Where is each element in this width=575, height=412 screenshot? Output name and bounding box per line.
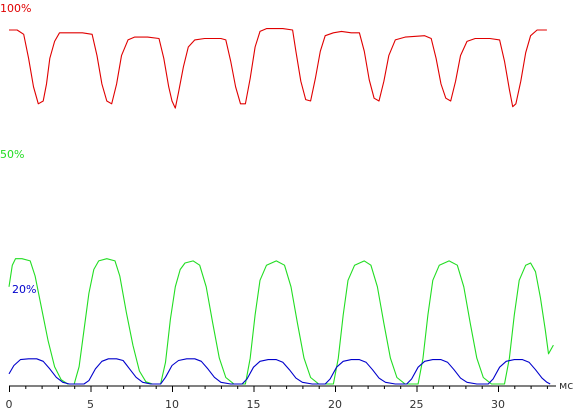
x-tick-label: 20 (328, 398, 342, 411)
x-tick-label: 15 (247, 398, 261, 411)
series-label-20pct: 20% (12, 283, 36, 296)
series-label-50pct: 50% (0, 148, 24, 161)
x-tick-label: 10 (165, 398, 179, 411)
series-line-20pct (8, 358, 551, 385)
axes: 0 5 10 15 20 25 30 мс (6, 379, 574, 411)
series-label-100pct: 100% (0, 2, 31, 15)
x-unit-label: мс (559, 379, 573, 392)
series-line-100pct (9, 28, 547, 109)
series-line-50pct (8, 258, 554, 385)
series-layer (8, 28, 554, 385)
x-tick-label: 0 (6, 398, 13, 411)
x-tick-label: 5 (87, 398, 94, 411)
x-tick-label: 25 (410, 398, 424, 411)
labels-layer: 100% 50% 20% (0, 2, 36, 296)
x-tick-label: 30 (491, 398, 505, 411)
